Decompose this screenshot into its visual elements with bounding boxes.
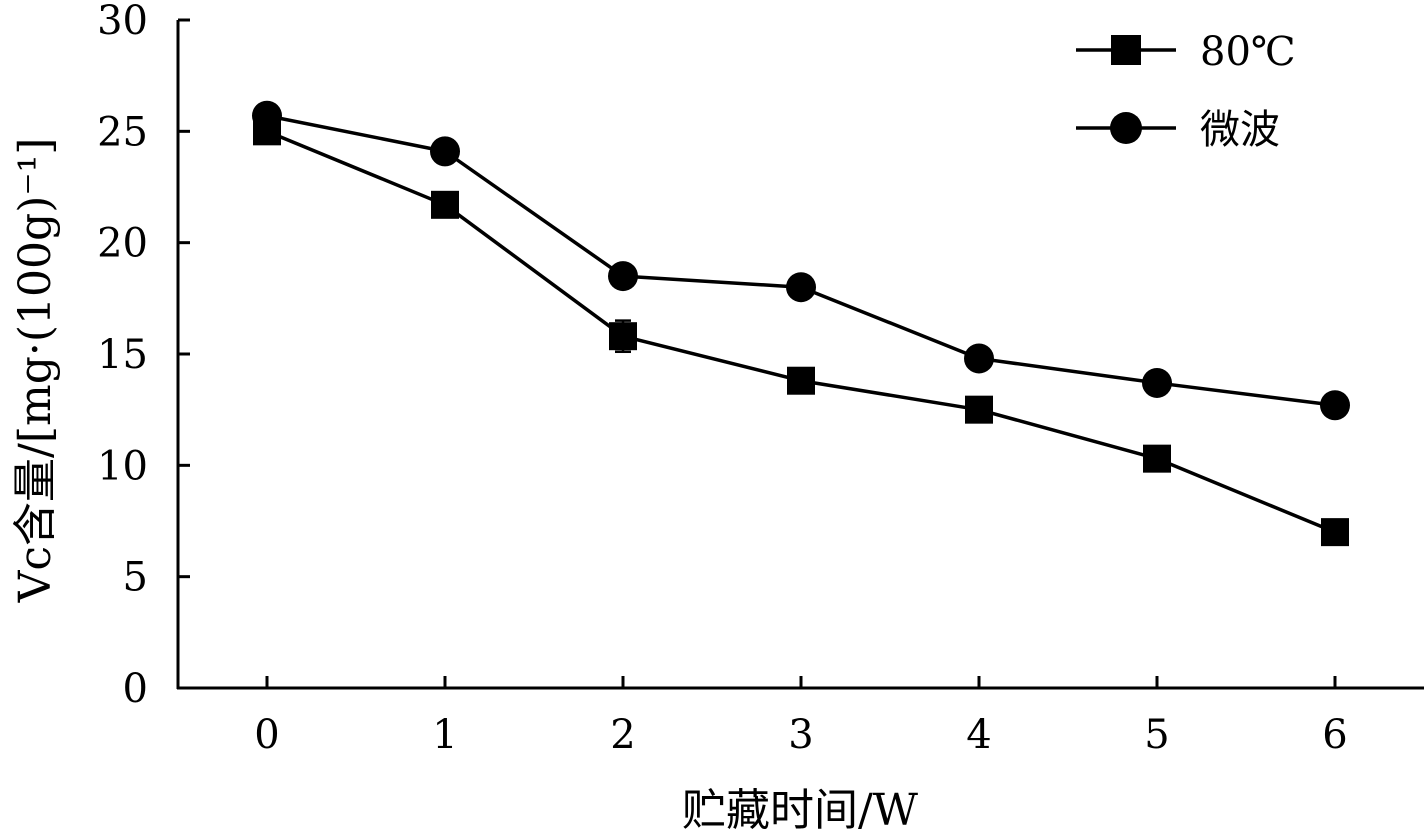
y-tick-label: 25 — [97, 109, 148, 155]
x-tick-labels: 0 1 2 3 4 5 6 — [254, 712, 1347, 758]
data-point — [1320, 390, 1350, 421]
series-line — [266, 129, 1336, 534]
x-tick-label: 4 — [966, 712, 991, 758]
data-point — [1142, 367, 1172, 398]
series-layer — [252, 100, 1350, 547]
data-point — [787, 366, 815, 395]
data-point — [1321, 518, 1349, 547]
data-point — [252, 100, 282, 131]
axes — [176, 18, 1424, 690]
data-point — [964, 343, 994, 374]
legend-label: 80℃ — [1200, 29, 1296, 75]
x-tick-label: 3 — [788, 712, 813, 758]
data-point — [965, 395, 993, 424]
legend-marker — [1110, 112, 1142, 144]
legend-item: 80℃ — [1076, 29, 1296, 75]
data-point — [609, 322, 637, 351]
series-line — [266, 114, 1336, 407]
x-tick-label: 0 — [254, 712, 279, 758]
x-tick-label: 1 — [432, 712, 457, 758]
y-axis-title: Vc含量/[mg·(100g)⁻¹] — [10, 138, 61, 604]
x-axis-title: 贮藏时间/W — [682, 785, 919, 834]
y-tick-labels: 0 5 10 15 20 25 30 — [97, 0, 148, 712]
legend-item: 微波 — [1076, 107, 1280, 153]
y-tick-label: 30 — [97, 0, 148, 44]
x-tick-label: 6 — [1322, 712, 1347, 758]
x-tick-label: 2 — [610, 712, 635, 758]
data-point — [1143, 444, 1171, 473]
series-square — [253, 117, 1349, 547]
legend: 80℃ 微波 — [1076, 29, 1296, 153]
y-tick-label: 15 — [97, 332, 148, 378]
y-tick-label: 20 — [97, 221, 148, 267]
legend-marker — [1111, 35, 1141, 65]
data-point — [430, 136, 460, 167]
x-tick-label: 5 — [1144, 712, 1169, 758]
legend-label: 微波 — [1200, 107, 1280, 153]
data-point — [608, 261, 638, 292]
y-tick-label: 5 — [123, 555, 148, 601]
data-point — [431, 190, 459, 219]
y-tick-label: 0 — [123, 666, 148, 712]
series-circle — [252, 100, 1350, 421]
y-tick-label: 10 — [97, 443, 148, 489]
data-point — [786, 272, 816, 303]
